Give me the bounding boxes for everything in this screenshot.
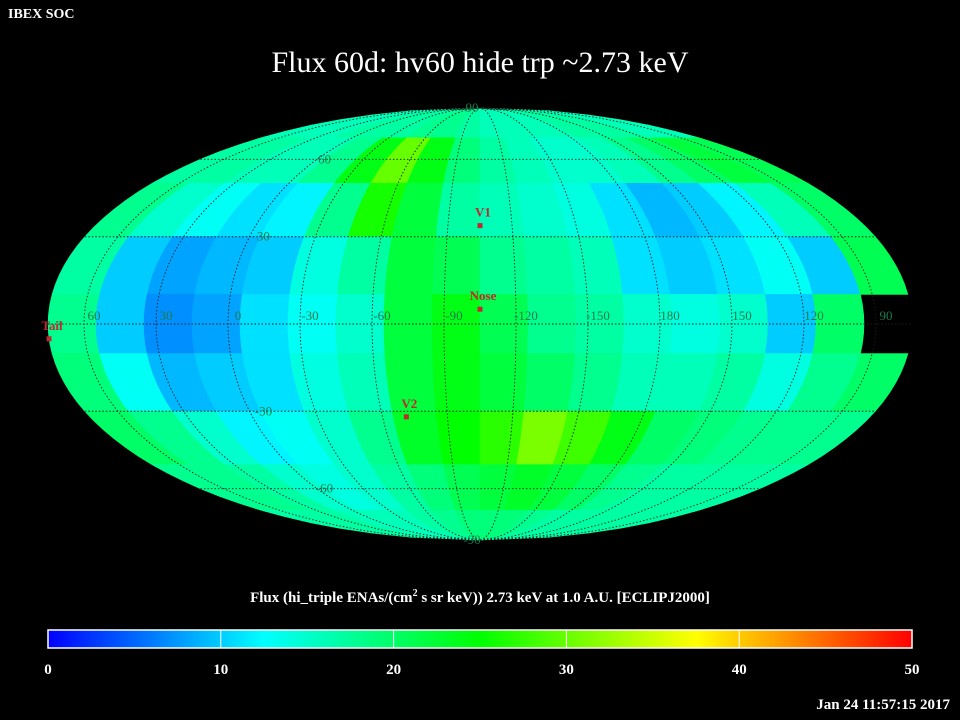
flux-cell	[337, 353, 393, 412]
marker-label: Tail	[41, 318, 63, 333]
flux-cell	[523, 353, 576, 412]
flux-cell	[432, 353, 481, 412]
marker	[477, 223, 483, 229]
flux-cell	[479, 353, 528, 412]
colorbar-label-part: Flux (hi_triple ENAs/(cm	[250, 590, 413, 606]
flux-cell	[717, 294, 769, 354]
marker-label: V2	[401, 396, 417, 411]
colorbar-tick-label: 30	[559, 662, 574, 678]
flux-cell	[523, 236, 576, 295]
flux-cell	[435, 410, 481, 466]
flux-cell	[337, 236, 393, 295]
flux-cell	[479, 236, 528, 295]
colorbar-tick-label: 20	[386, 662, 401, 678]
lon-label: -90	[445, 308, 462, 323]
flux-cell	[239, 294, 291, 354]
lat-label: -60	[316, 481, 333, 496]
flux-cell	[287, 294, 338, 354]
lon-label: -60	[373, 308, 390, 323]
flux-cell	[812, 294, 865, 354]
lon-label: -120	[514, 308, 538, 323]
timestamp: Jan 24 11:57:15 2017	[816, 697, 950, 713]
flux-cell	[574, 294, 625, 354]
flux-cell	[143, 294, 196, 354]
map: 60 30 0 -30 -60 -90 -120 -150 180 150 120 90 90 60 30 -…	[41, 100, 912, 547]
meridian	[155, 107, 481, 541]
lat-label: -90	[463, 532, 480, 547]
lon-label: 60	[88, 308, 101, 323]
colorbar-tick-label: 10	[213, 662, 228, 678]
colorbar-tick-label: 40	[732, 662, 747, 678]
lat-label: 60	[318, 151, 331, 166]
colorbar-scale	[47, 629, 913, 649]
colorbar-label-part: s sr keV)) 2.73 keV at 1.0 A.U. [ECLIPJ2…	[418, 590, 710, 606]
marker	[403, 414, 409, 420]
lat-label: 30	[257, 229, 270, 244]
meridian	[479, 107, 517, 541]
chart-title: Flux 60d: hv60 hide trp ~2.73 keV	[271, 46, 688, 79]
lon-label: 180	[660, 308, 680, 323]
marker-label: V1	[475, 205, 491, 220]
flux-cell	[432, 236, 481, 295]
flux-cell	[479, 509, 700, 541]
header: IBEX SOC	[8, 7, 75, 22]
lon-label: 0	[235, 308, 242, 323]
marker	[46, 336, 52, 342]
colorbar-tick-label: 0	[44, 662, 52, 678]
flux-cell	[435, 183, 481, 237]
lon-label: -30	[301, 308, 318, 323]
flux-cell	[384, 236, 437, 295]
lon-label: 120	[804, 308, 824, 323]
lon-label: 150	[732, 308, 752, 323]
marker-label: Nose	[470, 288, 497, 303]
colorbar-label: Flux (hi_triple ENAs/(cm2 s sr keV)) 2.7…	[250, 588, 710, 606]
lat-label: -30	[255, 403, 272, 418]
colorbar-label-sup: 2	[413, 588, 418, 599]
colorbar: 0 10 20 30 40 50	[44, 629, 920, 678]
flux-cell	[479, 410, 525, 466]
lat-label: 90	[466, 100, 479, 115]
flux-cell	[669, 294, 721, 354]
colorbar-tick-label: 50	[905, 662, 920, 678]
lon-label: -150	[586, 308, 610, 323]
lon-label: 30	[160, 308, 173, 323]
lon-label: 90	[880, 308, 893, 323]
marker	[477, 306, 483, 312]
